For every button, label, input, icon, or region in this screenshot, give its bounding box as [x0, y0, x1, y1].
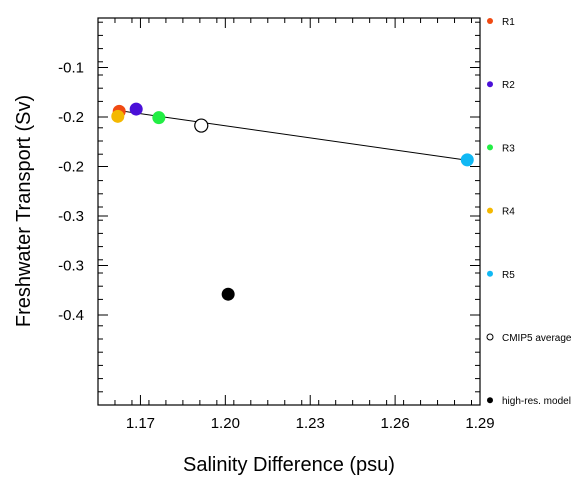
- regression-line: [121, 110, 468, 161]
- regression-line-group: [121, 110, 468, 161]
- x-tick-label: 1.29: [465, 415, 494, 432]
- y-tick-label: -0.2: [58, 159, 84, 176]
- x-tick-label: 1.20: [211, 415, 240, 432]
- point-r3: [152, 111, 166, 125]
- legend-marker: [486, 333, 494, 341]
- point-cmip5-average: [194, 118, 209, 133]
- legend-label: R1: [502, 17, 515, 28]
- point-r4: [111, 109, 125, 123]
- data-points: [111, 102, 474, 301]
- y-tick-label: -0.1: [58, 60, 84, 77]
- legend-label: R5: [502, 270, 515, 281]
- legend-label: CMIP5 average: [502, 333, 572, 344]
- y-tick-label: -0.2: [58, 109, 84, 126]
- y-tick-label: -0.3: [58, 258, 84, 275]
- legend-marker: [487, 270, 493, 277]
- x-tick-label: 1.17: [126, 415, 155, 432]
- legend-marker: [487, 18, 493, 24]
- legend-label: high-res. model: [502, 396, 571, 407]
- point-high-res-model: [221, 287, 235, 301]
- legend-marker: [487, 144, 493, 151]
- y-axis-label: Freshwater Transport (Sv): [13, 95, 35, 327]
- y-axis-ticks: -0.1 -0.2 -0.2 -0.3 -0.3 -0.4: [58, 21, 480, 406]
- legend-marker: [487, 81, 493, 88]
- y-tick-label: -0.4: [58, 307, 84, 324]
- plot-frame: [97, 17, 481, 406]
- x-axis-label: Salinity Difference (psu): [183, 454, 395, 476]
- x-tick-label: 1.26: [381, 415, 410, 432]
- legend-marker: [487, 207, 493, 214]
- axes: [97, 17, 481, 406]
- point-r2: [129, 102, 143, 116]
- legend-marker: [487, 397, 493, 404]
- legend-label: R2: [502, 80, 515, 91]
- point-r5: [460, 153, 474, 167]
- x-axis-ticks: 1.17 1.20 1.23 1.26 1.29: [97, 18, 495, 432]
- legend-label: R4: [502, 207, 515, 218]
- x-tick-label: 1.23: [296, 415, 325, 432]
- y-tick-label: -0.3: [58, 208, 84, 225]
- legend: R1 R2 R3 R4 R5 CMIP5 average high-res. model: [486, 17, 572, 407]
- legend-label: R3: [502, 143, 515, 154]
